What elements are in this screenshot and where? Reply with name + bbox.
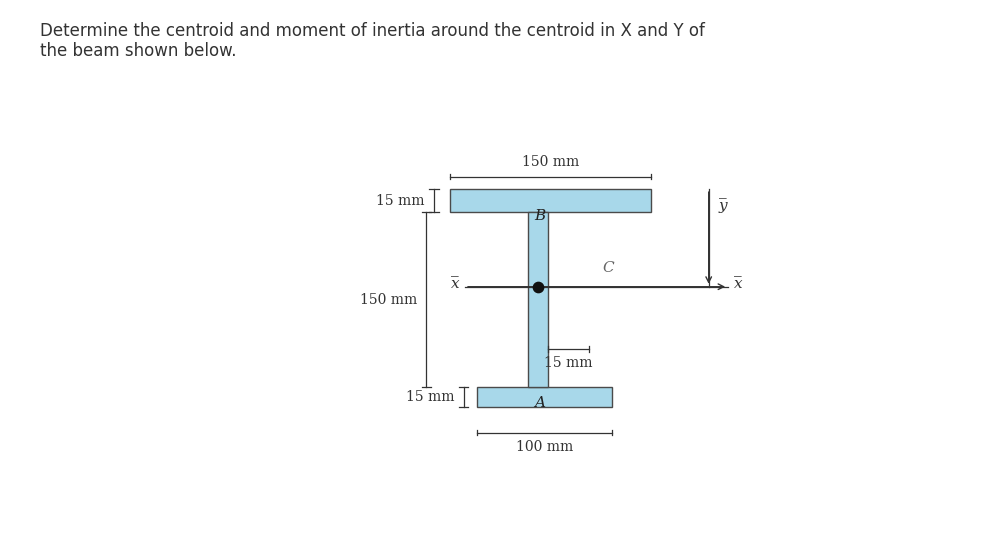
Point (530, 282, 546, 291)
Text: 15 mm: 15 mm (406, 390, 454, 404)
Bar (449, 189, 651, 212)
Text: x̅: x̅ (734, 277, 743, 291)
Bar (528, 212, 548, 387)
Text: Determine the centroid and moment of inertia around the centroid in X and Y of
t: Determine the centroid and moment of ine… (40, 22, 705, 60)
Text: x̅: x̅ (451, 277, 460, 291)
Text: 150 mm: 150 mm (522, 155, 579, 169)
Text: y̅: y̅ (719, 198, 728, 213)
Text: 15 mm: 15 mm (544, 356, 593, 370)
Text: 100 mm: 100 mm (516, 440, 573, 454)
Text: B: B (535, 209, 546, 223)
Text: 150 mm: 150 mm (360, 293, 417, 307)
Bar (477, 387, 612, 407)
Text: 15 mm: 15 mm (376, 194, 425, 208)
Text: C: C (603, 261, 614, 275)
Text: A: A (535, 396, 546, 410)
